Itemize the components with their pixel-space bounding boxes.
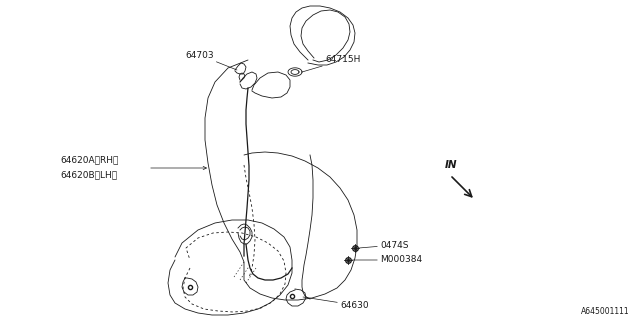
Text: 64620B〈LH〉: 64620B〈LH〉 [60, 171, 117, 180]
Text: 64703: 64703 [185, 51, 237, 70]
Text: IN: IN [445, 160, 458, 170]
Text: 64620A〈RH〉: 64620A〈RH〉 [60, 156, 118, 164]
Text: 0474S: 0474S [359, 241, 408, 250]
Text: M000384: M000384 [352, 255, 422, 265]
Text: 64630: 64630 [303, 297, 369, 309]
Text: 64715H: 64715H [302, 55, 360, 72]
Text: A645001111: A645001111 [581, 308, 630, 316]
